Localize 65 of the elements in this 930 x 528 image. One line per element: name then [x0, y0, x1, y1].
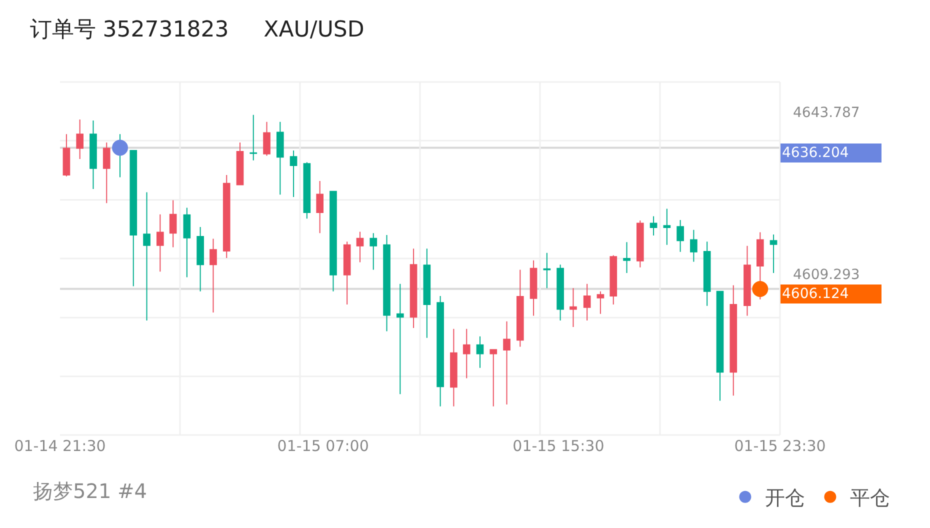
candlestick	[143, 192, 150, 321]
candlestick	[503, 320, 510, 405]
x-tick-label: 01-14 21:30	[14, 437, 106, 455]
candlestick	[250, 114, 258, 161]
candlestick	[476, 336, 484, 368]
candlestick	[596, 290, 604, 314]
y-tick-label: 4643.787	[793, 105, 860, 121]
candlestick	[303, 162, 311, 220]
candlestick	[636, 220, 644, 268]
candlestick	[570, 288, 577, 328]
candlestick	[183, 207, 191, 278]
candlestick	[744, 245, 751, 316]
candlestick	[436, 296, 444, 407]
candlestick	[530, 260, 538, 316]
ref-line-label: 4636.204	[782, 145, 849, 161]
candlestick	[210, 238, 217, 313]
candlestick	[410, 248, 418, 328]
candlestick	[196, 226, 204, 292]
candlestick	[76, 119, 84, 160]
text: 扬梦521 #4	[33, 479, 148, 503]
candlestick	[756, 232, 764, 300]
candlestick	[370, 232, 378, 270]
legend-label: 开仓	[765, 486, 806, 510]
candlestick	[516, 269, 524, 348]
candlestick	[343, 241, 351, 305]
candlestick	[263, 121, 270, 156]
candlestick	[610, 254, 618, 305]
ref-line-label: 4606.124	[782, 286, 849, 302]
candlestick	[130, 150, 138, 287]
legend-label: 平仓	[850, 486, 890, 510]
candlestick	[543, 252, 551, 289]
candlestick	[663, 208, 671, 246]
candlestick	[490, 349, 498, 407]
candlestick	[423, 248, 431, 338]
x-tick-label: 01-15 15:30	[512, 437, 604, 455]
candlestick	[676, 220, 684, 252]
candlestick	[222, 174, 230, 259]
candlestick	[316, 180, 324, 234]
candlestick	[356, 231, 364, 263]
candlestick	[62, 134, 70, 177]
candlestick	[90, 120, 97, 190]
candlestick	[236, 142, 244, 186]
candlestick	[583, 283, 591, 321]
candlestick	[730, 284, 738, 396]
candlestick	[156, 214, 164, 272]
candlestick	[276, 121, 284, 196]
candlestick	[690, 229, 698, 262]
candlestick	[396, 283, 404, 395]
candlestick	[650, 216, 658, 236]
candlestick	[290, 150, 298, 198]
x-tick-label: 01-15 23:30	[734, 437, 826, 455]
candlestick	[716, 290, 724, 402]
candlestick	[703, 241, 711, 306]
candlestick	[169, 200, 177, 248]
y-tick-label: 4609.293	[793, 266, 860, 283]
chart-title: 订单号 352731823 XAU/USD	[30, 18, 364, 43]
candlestick	[556, 264, 564, 321]
candlestick	[623, 242, 630, 274]
candlestick	[450, 328, 458, 407]
x-tick-label: 01-15 07:00	[277, 437, 369, 455]
candlestick	[383, 234, 390, 332]
candlestick	[102, 142, 110, 204]
candlestick	[330, 190, 337, 292]
candlestick	[462, 328, 470, 379]
candlestick	[770, 234, 778, 274]
